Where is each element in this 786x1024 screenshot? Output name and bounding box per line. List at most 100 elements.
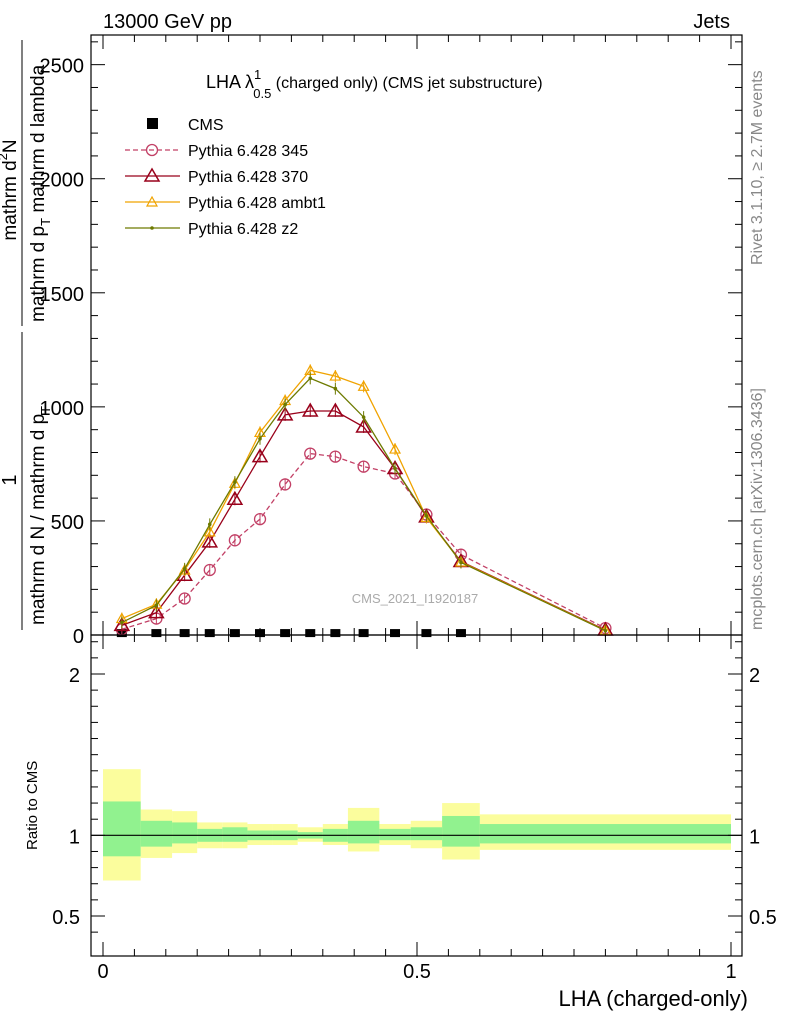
ylabel-frac1-den: mathrm d N / mathrm d pT bbox=[28, 406, 53, 625]
main-ytick-label: 0 bbox=[73, 626, 84, 648]
watermark: CMS_2021_I1920187 bbox=[352, 591, 479, 606]
point-marker bbox=[150, 226, 154, 230]
point-marker bbox=[327, 402, 344, 417]
series-line bbox=[121, 377, 606, 632]
point-marker bbox=[355, 418, 372, 433]
point-marker bbox=[329, 369, 342, 381]
legend-item: Pythia 6.428 370 bbox=[125, 167, 308, 186]
plot-title: LHA λ1 0.5 (charged only) (CMS jet substr… bbox=[206, 67, 543, 101]
ratio-ytick-label: 0.5 bbox=[52, 907, 80, 929]
legend-item: Pythia 6.428 ambt1 bbox=[125, 195, 326, 212]
legend-label: Pythia 6.428 345 bbox=[188, 143, 308, 160]
point-marker bbox=[233, 480, 237, 484]
point-marker bbox=[207, 522, 212, 527]
point-marker bbox=[301, 402, 319, 417]
ratio-band-green bbox=[222, 827, 248, 842]
title-prefix: LHA λ bbox=[206, 72, 254, 92]
point-marker bbox=[178, 592, 191, 605]
ratio-y-axis: 0.5 0.5 1 1 2 2 bbox=[52, 641, 777, 933]
cms-data-point bbox=[151, 629, 162, 638]
point-marker bbox=[113, 616, 131, 632]
legend-marker bbox=[147, 118, 158, 129]
cms-data-point bbox=[358, 629, 369, 638]
point-marker bbox=[201, 533, 219, 548]
legend-item: Pythia 6.428 345 bbox=[125, 143, 308, 160]
cms-data-point bbox=[421, 629, 432, 638]
cms-data-point bbox=[255, 629, 265, 638]
cms-data-point bbox=[280, 629, 291, 638]
main-ytick-label: 500 bbox=[51, 512, 84, 534]
ratio-ytick-label: 1 bbox=[69, 826, 80, 848]
main-x-ticks bbox=[102, 35, 732, 635]
series-line bbox=[121, 369, 606, 631]
side-arxiv-label: mcplots.cern.ch [arXiv:1306.3436] bbox=[749, 388, 766, 630]
ratio-xtick-label: 0.5 bbox=[403, 961, 431, 983]
point-marker bbox=[145, 195, 159, 207]
cms-data-point bbox=[179, 629, 190, 638]
point-marker bbox=[203, 525, 216, 537]
point-marker bbox=[120, 620, 124, 625]
cms-data-point bbox=[305, 629, 316, 638]
header-process: Jets bbox=[693, 11, 730, 33]
point-marker bbox=[361, 415, 366, 419]
point-marker bbox=[329, 450, 342, 463]
point-marker bbox=[333, 386, 338, 391]
ratio-band-green bbox=[442, 815, 480, 847]
ratio-band-green bbox=[140, 820, 173, 847]
point-marker bbox=[357, 460, 370, 473]
ratio-band-green bbox=[379, 828, 411, 841]
main-ytick-label: 2000 bbox=[40, 170, 85, 192]
main-y-axis: 0 500 1000 1500 2000 2500 bbox=[40, 41, 742, 648]
main-ytick-label: 1000 bbox=[40, 398, 85, 420]
ratio-bands bbox=[103, 769, 731, 881]
x-axis-label: LHA (charged-only) bbox=[558, 986, 748, 1011]
point-marker bbox=[424, 514, 429, 518]
cms-data-point bbox=[229, 629, 240, 638]
point-marker bbox=[154, 603, 159, 608]
point-marker bbox=[145, 143, 159, 157]
ratio-ytick-label-right: 1 bbox=[749, 826, 760, 848]
legend-label: Pythia 6.428 z2 bbox=[188, 221, 298, 238]
series-layer bbox=[113, 364, 614, 638]
main-ytick-label: 1500 bbox=[40, 284, 85, 306]
ratio-x-axis: 0 0.5 1 bbox=[97, 635, 737, 983]
cms-data-point bbox=[204, 629, 215, 638]
ratio-band-green bbox=[103, 801, 141, 857]
series-pythia-6-428-345 bbox=[115, 447, 612, 636]
point-marker bbox=[304, 447, 317, 460]
point-marker bbox=[308, 376, 313, 381]
ratio-ytick-label-right: 2 bbox=[749, 665, 760, 687]
ratio-y-label: Ratio to CMS bbox=[24, 761, 41, 850]
cms-data-point bbox=[390, 629, 401, 638]
point-marker bbox=[228, 534, 242, 547]
legend: CMS Pythia 6.428 345 Pythia 6.428 370 Pythi… bbox=[125, 117, 326, 238]
point-marker bbox=[603, 628, 608, 633]
title-sup: 1 bbox=[254, 67, 261, 82]
point-marker bbox=[283, 402, 287, 407]
point-marker bbox=[278, 478, 292, 491]
legend-item: CMS bbox=[147, 117, 224, 134]
main-y-label: 1 mathrm d N / mathrm d pT mathrm d2N ma… bbox=[0, 40, 53, 630]
main-ytick-label: 2500 bbox=[40, 56, 85, 78]
legend-item: Pythia 6.428 z2 bbox=[125, 221, 298, 238]
point-marker bbox=[251, 448, 269, 463]
ylabel-frac2-den: mathrm d pT mathrm d lambda bbox=[28, 64, 53, 322]
ratio-band-green bbox=[410, 827, 443, 841]
legend-label: Pythia 6.428 370 bbox=[188, 169, 308, 186]
point-marker bbox=[393, 466, 397, 471]
point-marker bbox=[389, 442, 402, 454]
point-marker bbox=[182, 567, 187, 571]
title-sub: 0.5 bbox=[253, 86, 271, 101]
legend-label: Pythia 6.428 ambt1 bbox=[188, 195, 326, 212]
ratio-ytick-label-right: 0.5 bbox=[749, 907, 777, 929]
ratio-band-green bbox=[172, 822, 198, 844]
point-marker bbox=[258, 437, 262, 441]
side-rivet-label: Rivet 3.1.10, ≥ 2.7M events bbox=[749, 70, 766, 265]
point-marker bbox=[276, 406, 294, 421]
ylabel-frac2-num: mathrm d2N bbox=[0, 139, 21, 240]
cms-data-point bbox=[455, 629, 466, 638]
point-marker bbox=[253, 512, 267, 526]
point-marker bbox=[148, 604, 165, 619]
header-energy: 13000 GeV pp bbox=[103, 11, 232, 33]
legend-label: CMS bbox=[188, 117, 224, 134]
